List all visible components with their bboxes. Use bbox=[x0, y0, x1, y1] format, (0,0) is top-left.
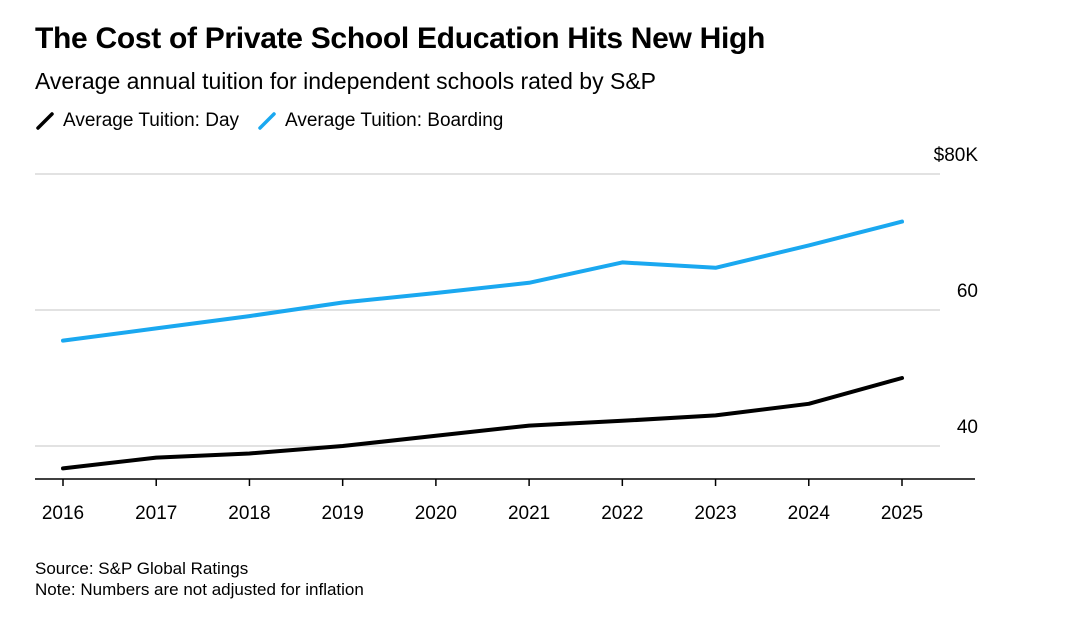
x-tick-label-2019: 2019 bbox=[322, 503, 364, 524]
source-note: Source: S&P Global Ratings bbox=[35, 559, 249, 578]
series-layer bbox=[61, 219, 904, 471]
series-line-day bbox=[61, 376, 904, 471]
grid-layer bbox=[35, 173, 940, 447]
series-line-boarding bbox=[61, 219, 904, 343]
y-tick-label-80: $80K bbox=[934, 145, 979, 166]
chart-footer: Source: S&P Global Ratings Note: Numbers… bbox=[35, 558, 364, 600]
legend-boarding-swatch bbox=[258, 112, 276, 130]
chart-legend: Average Tuition: Day Average Tuition: Bo… bbox=[35, 110, 521, 132]
x-tick-label-2021: 2021 bbox=[508, 503, 550, 524]
x-tick-label-2020: 2020 bbox=[415, 503, 457, 524]
x-tick-label-2022: 2022 bbox=[601, 503, 643, 524]
x-tick-label-2018: 2018 bbox=[228, 503, 270, 524]
x-tick-label-2023: 2023 bbox=[694, 503, 736, 524]
inflation-note: Note: Numbers are not adjusted for infla… bbox=[35, 580, 364, 599]
chart-subtitle: Average annual tuition for independent s… bbox=[35, 68, 656, 94]
legend-item-day: Average Tuition: Day bbox=[35, 110, 239, 132]
x-tick-label-2025: 2025 bbox=[881, 503, 923, 524]
legend-day-swatch bbox=[36, 112, 54, 130]
legend-day-label: Average Tuition: Day bbox=[63, 110, 240, 131]
label-layer: $80K 60 40 2016 2017 2018 2019 2020 2021 2022 2023… bbox=[42, 145, 978, 524]
y-tick-label-60: 60 bbox=[957, 281, 978, 302]
x-tick-label-2024: 2024 bbox=[788, 503, 831, 524]
legend-boarding-label: Average Tuition: Boarding bbox=[285, 110, 504, 131]
chart-title: The Cost of Private School Education Hit… bbox=[35, 22, 766, 55]
x-tick-label-2016: 2016 bbox=[42, 503, 84, 524]
legend-item-boarding: Average Tuition: Boarding bbox=[257, 110, 503, 132]
y-tick-label-40: 40 bbox=[957, 417, 978, 438]
x-tick-label-2017: 2017 bbox=[135, 503, 177, 524]
axis-layer bbox=[35, 478, 975, 486]
